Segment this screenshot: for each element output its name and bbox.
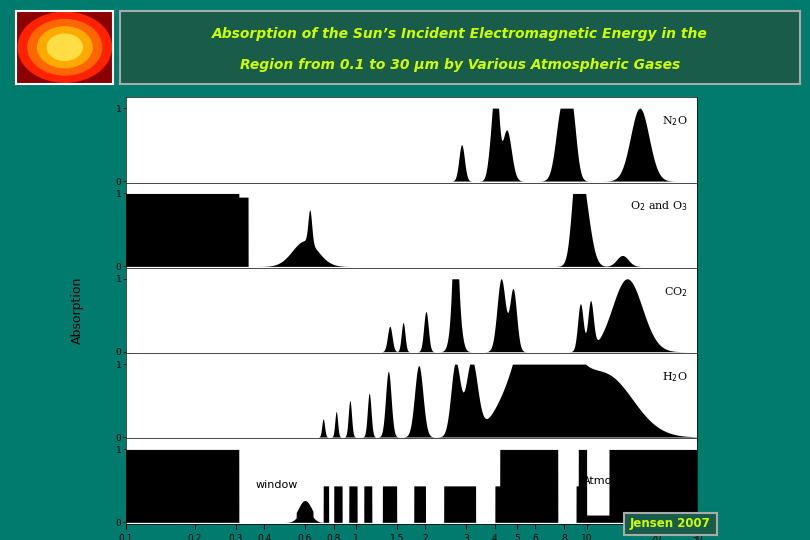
Text: Region from 0.1 to 30 μm by Various Atmospheric Gases: Region from 0.1 to 30 μm by Various Atmo… — [240, 58, 680, 72]
Text: CO$_2$: CO$_2$ — [664, 285, 688, 299]
Circle shape — [47, 34, 83, 60]
Text: Absorption of the Sun’s Incident Electromagnetic Energy in the: Absorption of the Sun’s Incident Electro… — [212, 27, 708, 41]
Text: Atmosphere: Atmosphere — [620, 457, 688, 467]
Text: Jensen 2007: Jensen 2007 — [630, 517, 710, 530]
Text: H$_2$O: H$_2$O — [663, 370, 688, 384]
Circle shape — [18, 12, 112, 82]
Circle shape — [37, 27, 92, 68]
Circle shape — [28, 19, 102, 75]
Text: window: window — [256, 481, 298, 490]
Text: Absorption: Absorption — [70, 277, 83, 344]
Text: O$_2$ and O$_3$: O$_2$ and O$_3$ — [630, 199, 688, 213]
Text: N$_2$O: N$_2$O — [663, 114, 688, 128]
Text: Atmosphere: Atmosphere — [583, 476, 650, 486]
